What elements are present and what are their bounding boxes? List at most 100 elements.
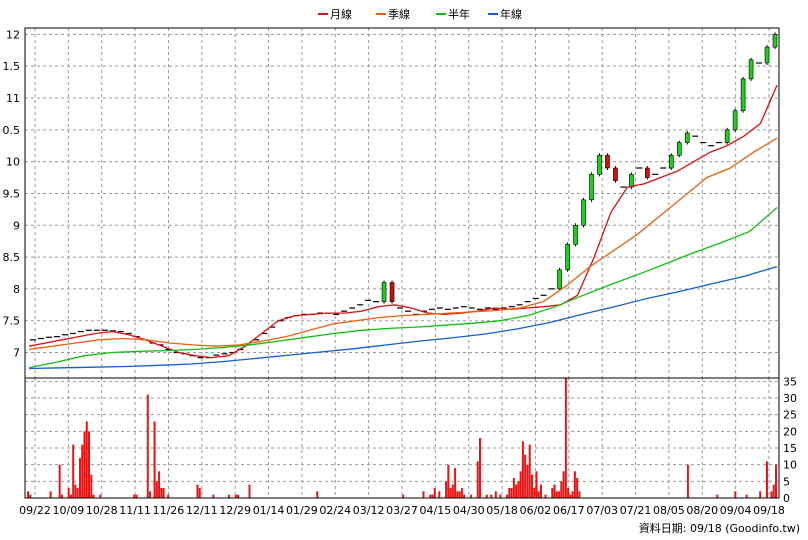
candle-body [748, 59, 754, 80]
ma-line-季線 [28, 137, 778, 351]
x-tick-label: 05/18 [486, 504, 518, 517]
price-tick-label: 8.5 [3, 251, 21, 264]
volume-bar [469, 494, 472, 498]
volume-bar [499, 494, 502, 498]
price-tick-label: 12 [6, 28, 20, 41]
volume-bar [485, 494, 488, 498]
volume-bar [519, 471, 522, 498]
price-grid [25, 28, 779, 378]
volume-bar [490, 494, 493, 498]
volume-bar [158, 471, 161, 498]
volume-tick-label: 25 [783, 409, 797, 422]
volume-bar [535, 471, 538, 498]
candle-body [613, 167, 618, 182]
x-tick-label: 09/18 [753, 504, 785, 517]
volume-bar [555, 491, 558, 498]
candle-body [772, 34, 778, 48]
candle-body [668, 154, 674, 169]
volume-bar [72, 444, 75, 498]
price-tick-label: 10 [6, 156, 20, 169]
volume-bar [569, 494, 572, 498]
volume-tick-label: 35 [783, 375, 797, 388]
volume-bar [515, 484, 518, 498]
price-tick-label: 1.5 [3, 60, 21, 73]
volume-bar [506, 494, 509, 498]
volume-bar [234, 494, 237, 498]
x-tick-label: 04/30 [453, 504, 485, 517]
volume-tick-label: 0 [783, 492, 790, 505]
volume-bar [248, 484, 251, 498]
volume-bar [458, 491, 461, 498]
volume-bar [463, 494, 466, 498]
x-tick-label: 01/29 [286, 504, 318, 517]
volume-bar [160, 488, 163, 498]
volume-bar [517, 481, 520, 498]
volume-bar [433, 488, 436, 498]
volume-bar [438, 491, 441, 498]
volume-bar [74, 484, 77, 498]
volume-tick-label: 30 [783, 392, 797, 405]
volume-bar [212, 494, 215, 498]
volume-bar [553, 484, 556, 498]
x-tick-label: 06/17 [553, 504, 585, 517]
volume-bar [772, 484, 775, 498]
x-tick-label: 09/04 [720, 504, 752, 517]
x-tick-label: 10/28 [86, 504, 118, 517]
x-tick-label: 01/14 [253, 504, 285, 517]
volume-bar [133, 494, 136, 498]
x-tick-label: 08/20 [686, 504, 718, 517]
price-tick-label: 0.5 [3, 124, 21, 137]
volume-bar [456, 491, 459, 498]
volume-bar [512, 478, 515, 498]
candle-body [724, 129, 730, 143]
price-tick-label: 11 [6, 92, 20, 105]
volume-bar [402, 494, 405, 498]
volume-tick-label: 15 [783, 442, 797, 455]
volume-bar [765, 461, 768, 498]
volume-bar [146, 394, 149, 498]
x-tick-label: 12/11 [186, 504, 218, 517]
x-tick-label: 03/27 [386, 504, 418, 517]
volume-bar [745, 494, 748, 498]
price-tick-label: 7 [13, 347, 20, 360]
volume-bar [573, 471, 576, 498]
x-tick-label: 04/15 [420, 504, 452, 517]
volume-bar [476, 461, 479, 498]
volume-bar [228, 494, 231, 498]
candle-body [684, 132, 690, 143]
volume-bar [562, 471, 565, 498]
legend-label: 季線 [388, 7, 410, 21]
volume-bar [544, 494, 547, 498]
volume-bar [69, 494, 72, 498]
x-tick-label: 02/24 [319, 504, 351, 517]
candle-body [732, 110, 738, 131]
volume-bar [571, 491, 574, 498]
legend-label: 年線 [500, 7, 522, 21]
volume-bar [167, 494, 170, 498]
candle-body [589, 174, 594, 201]
axes: 09/22 10/09 10/28 11/11 11/26 12/11 12/29 01/14… [3, 28, 798, 517]
volume-bar [734, 491, 737, 498]
volume-bar [451, 484, 454, 498]
x-tick-label: 09/22 [19, 504, 51, 517]
volume-bar [155, 481, 158, 498]
volume-bar [447, 464, 450, 498]
x-tick-label: 12/29 [219, 504, 251, 517]
volume-bar [560, 481, 563, 498]
candle-body [676, 142, 682, 156]
volume-bar [716, 494, 719, 498]
volume-bar [770, 491, 773, 498]
candle-body [645, 167, 650, 178]
volume-bar [429, 494, 432, 498]
volume-tick-label: 20 [783, 425, 797, 438]
volume-bar [530, 474, 533, 498]
volume-bar [533, 488, 536, 498]
candle-body [740, 78, 746, 112]
volume-bar [196, 484, 199, 498]
plot-frame [24, 27, 780, 499]
volume-bar [578, 491, 581, 498]
candle-body [557, 269, 562, 290]
volume-bar [449, 488, 452, 498]
candle-body [573, 224, 578, 245]
